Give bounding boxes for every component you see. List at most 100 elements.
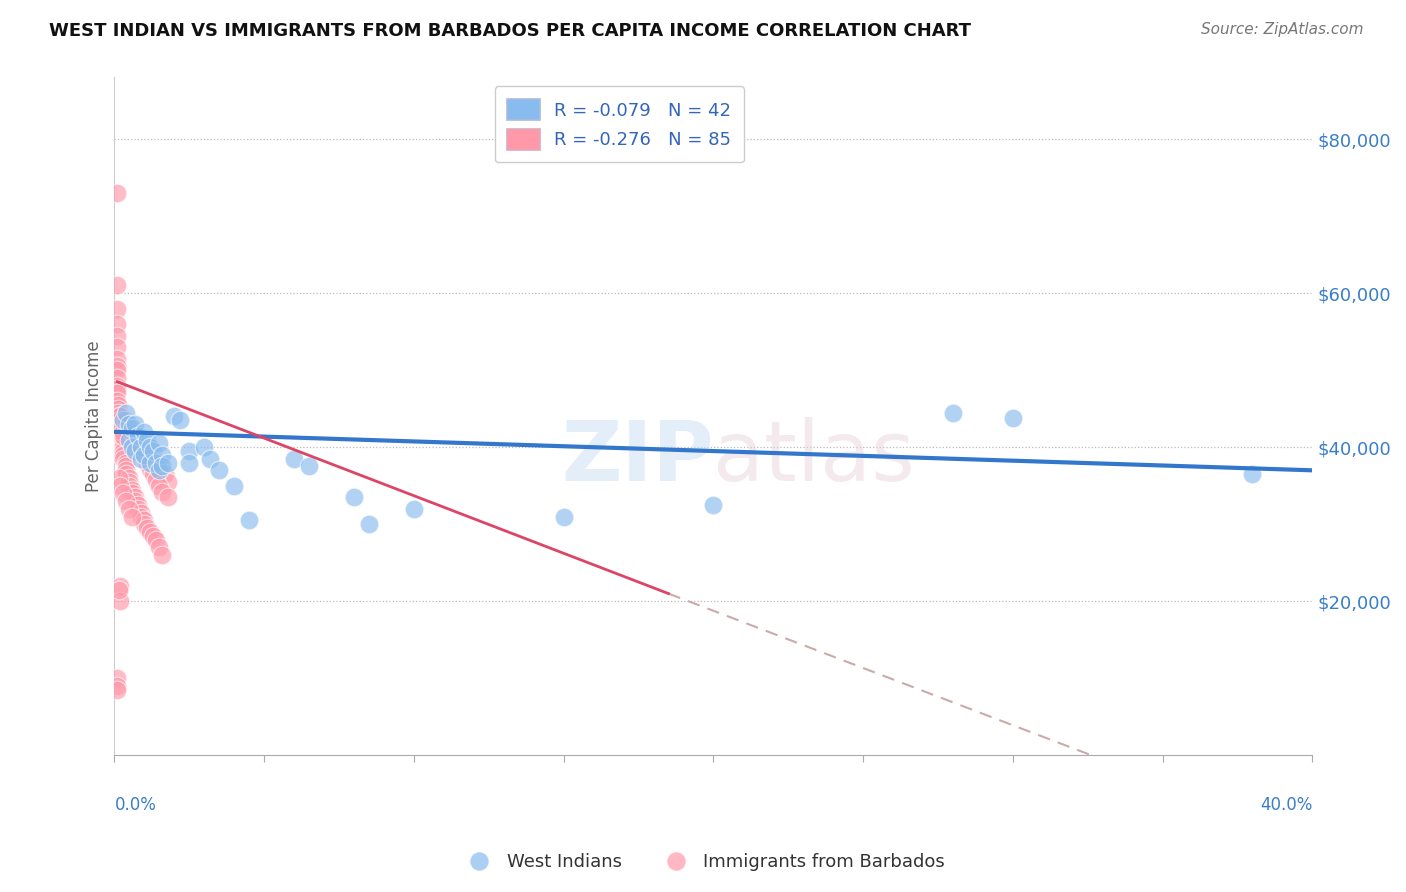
Point xyxy=(112,434,135,448)
Point xyxy=(136,456,159,470)
Text: WEST INDIAN VS IMMIGRANTS FROM BARBADOS PER CAPITA INCOME CORRELATION CHART: WEST INDIAN VS IMMIGRANTS FROM BARBADOS … xyxy=(49,22,972,40)
Point xyxy=(127,428,149,442)
Text: 0.0%: 0.0% xyxy=(114,796,156,814)
Point xyxy=(157,490,180,504)
Point xyxy=(150,459,173,474)
Point xyxy=(208,463,231,477)
Point xyxy=(107,383,129,397)
Point xyxy=(298,459,321,474)
Point xyxy=(139,524,162,539)
Point xyxy=(118,433,141,447)
Point xyxy=(193,440,215,454)
Point xyxy=(107,328,129,343)
Point xyxy=(148,541,170,555)
Point xyxy=(105,363,128,377)
Point xyxy=(127,501,149,516)
Point xyxy=(124,490,146,504)
Point xyxy=(134,513,156,527)
Point xyxy=(131,451,153,466)
Point xyxy=(163,409,186,424)
Point xyxy=(131,440,153,454)
Point xyxy=(111,433,134,447)
Point xyxy=(402,501,425,516)
Point xyxy=(139,462,162,476)
Point xyxy=(107,401,129,416)
Point xyxy=(110,417,132,431)
Point xyxy=(124,417,146,431)
Point xyxy=(110,594,132,608)
Point xyxy=(121,483,143,497)
Point xyxy=(155,467,177,482)
Point xyxy=(107,359,129,374)
Point xyxy=(150,548,173,562)
Text: Source: ZipAtlas.com: Source: ZipAtlas.com xyxy=(1201,22,1364,37)
Point xyxy=(142,529,165,543)
Text: ZIP: ZIP xyxy=(561,417,713,498)
Point xyxy=(121,486,143,500)
Point xyxy=(553,509,575,524)
Point xyxy=(118,501,141,516)
Point xyxy=(127,439,149,453)
Point xyxy=(127,498,149,512)
Point xyxy=(169,413,191,427)
Point xyxy=(115,413,138,427)
Point xyxy=(131,506,153,520)
Point xyxy=(115,463,138,477)
Point xyxy=(121,440,143,454)
Point xyxy=(134,517,156,532)
Point xyxy=(145,533,167,547)
Point xyxy=(942,405,965,419)
Legend: R = -0.079   N = 42, R = -0.276   N = 85: R = -0.079 N = 42, R = -0.276 N = 85 xyxy=(495,87,744,162)
Point xyxy=(702,498,724,512)
Point xyxy=(139,456,162,470)
Text: 40.0%: 40.0% xyxy=(1260,796,1312,814)
Point xyxy=(112,486,135,500)
Point xyxy=(145,456,167,470)
Point xyxy=(238,513,260,527)
Point xyxy=(150,484,173,499)
Point xyxy=(112,413,135,427)
Point xyxy=(107,394,129,409)
Point xyxy=(105,682,128,697)
Point xyxy=(179,456,201,470)
Text: atlas: atlas xyxy=(713,417,915,498)
Point xyxy=(1001,411,1024,425)
Point xyxy=(112,425,135,439)
Point xyxy=(110,413,132,427)
Point xyxy=(200,451,222,466)
Point xyxy=(134,448,156,462)
Point xyxy=(131,509,153,524)
Point xyxy=(145,473,167,487)
Point xyxy=(110,579,132,593)
Point xyxy=(148,479,170,493)
Point xyxy=(121,421,143,435)
Point xyxy=(107,671,129,685)
Point xyxy=(142,467,165,482)
Point xyxy=(131,444,153,458)
Point xyxy=(115,459,138,474)
Point xyxy=(107,278,129,293)
Point xyxy=(148,436,170,450)
Point xyxy=(110,417,132,431)
Point xyxy=(121,426,143,441)
Point xyxy=(108,421,131,435)
Point xyxy=(157,475,180,489)
Point xyxy=(110,428,132,442)
Point xyxy=(107,386,129,401)
Point xyxy=(108,409,131,424)
Point xyxy=(118,479,141,493)
Legend: West Indians, Immigrants from Barbados: West Indians, Immigrants from Barbados xyxy=(454,847,952,879)
Point xyxy=(107,398,129,412)
Y-axis label: Per Capita Income: Per Capita Income xyxy=(86,341,103,492)
Point xyxy=(110,409,132,424)
Point xyxy=(357,517,380,532)
Point xyxy=(110,479,132,493)
Point xyxy=(142,444,165,458)
Point xyxy=(136,433,159,447)
Point xyxy=(136,521,159,535)
Point xyxy=(115,494,138,508)
Point xyxy=(107,405,129,419)
Point xyxy=(343,490,366,504)
Point xyxy=(150,448,173,462)
Point xyxy=(134,425,156,439)
